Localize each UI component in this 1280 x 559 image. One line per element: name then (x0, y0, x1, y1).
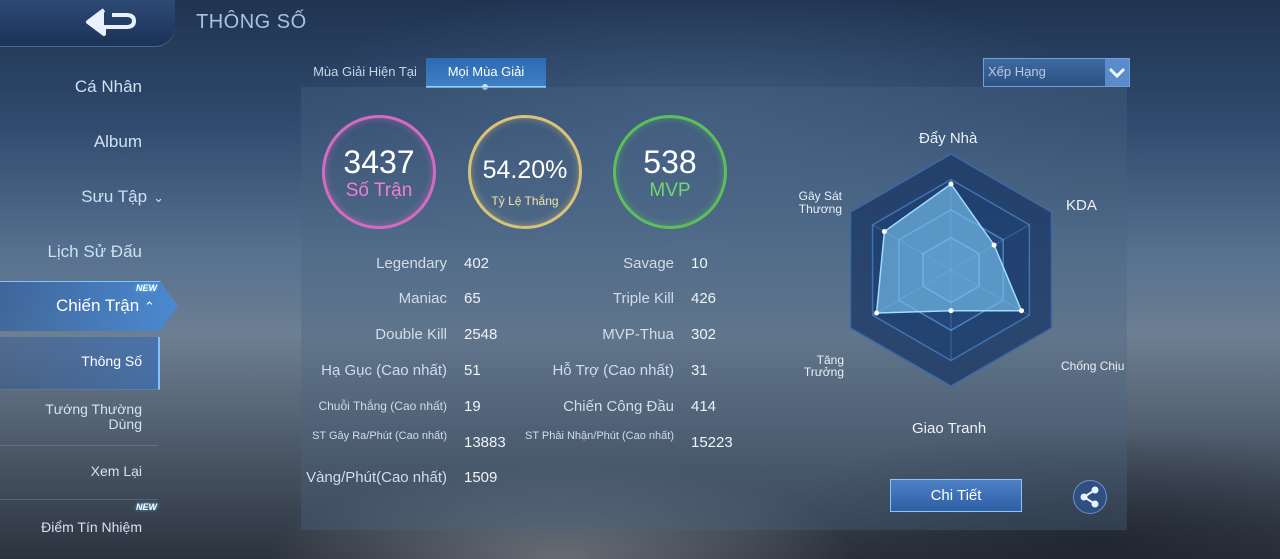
radar-point (1019, 308, 1024, 314)
stat-value: 15223 (691, 434, 733, 451)
subitem-label: Xem Lại (90, 463, 142, 479)
subitem-thong-so[interactable]: Thông Số (0, 337, 160, 390)
tab-moi-mua-giai[interactable]: Mọi Mùa Giải (426, 58, 546, 90)
stat-value: 31 (691, 362, 708, 379)
tab-label: Mọi Mùa Giải (447, 64, 525, 79)
page-title: THÔNG SỐ (196, 11, 307, 33)
stat-value: 10 (691, 255, 708, 272)
stat-label: Double Kill (375, 326, 447, 343)
stat-label: Maniac (398, 290, 447, 307)
radar-chart (849, 153, 1053, 387)
mvp-value: 538 (643, 144, 697, 180)
chevron-down-icon: ⌄ (153, 190, 164, 205)
subitem-label: Điểm Tín Nhiệm (41, 519, 142, 535)
winrate-value: 54.20% (482, 156, 568, 184)
mode-select-value: Xếp Hạng (988, 64, 1046, 79)
radar-axis-label: Tăng Trưởng (803, 353, 844, 379)
stat-value: 51 (464, 362, 481, 379)
subitem-tuong-thuong-dung[interactable]: Tướng Thường Dùng (0, 390, 158, 446)
share-icon (1080, 486, 1099, 508)
sidebar-item-label: Cá Nhân (74, 77, 142, 96)
radar-point (948, 308, 954, 314)
share-button[interactable] (1073, 480, 1107, 514)
stat-value: 1509 (464, 469, 498, 486)
subitem-label: Thông Số (81, 353, 142, 369)
matches-value: 3437 (343, 144, 415, 180)
new-badge: NEW (136, 502, 157, 512)
tab-indicator (482, 84, 488, 90)
stat-label: MVP-Thua (602, 326, 674, 343)
sidebar-item-label: Lịch Sử Đấu (47, 242, 142, 261)
tab-label: Mùa Giải Hiện Tại (313, 64, 417, 79)
sidebar-item-ca-nhan[interactable]: Cá Nhân (0, 77, 142, 97)
sidebar-item-label: Chiến Trận ⌃ (56, 296, 155, 315)
stat-value: 2548 (464, 326, 498, 343)
subitem-label: Tướng Thường Dùng (45, 401, 142, 432)
radar-axis-label: Gây Sát Thương (798, 189, 842, 216)
sidebar-item-label: Sưu Tập (81, 187, 148, 206)
matches-circle: 3437 Số Trận (322, 115, 436, 229)
back-button[interactable] (0, 0, 175, 46)
tab-mua-giai-hien-tai[interactable]: Mùa Giải Hiện Tại (305, 58, 425, 86)
sidebar-item-suu-tap[interactable]: Sưu Tập ⌄ (0, 187, 164, 207)
subitem-xem-lai[interactable]: Xem Lại (0, 446, 158, 500)
stat-label: Vàng/Phút(Cao nhất) (306, 469, 447, 486)
sidebar: Cá Nhân Album Sưu Tập ⌄ Lịch Sử Đấu (0, 46, 172, 559)
winrate-label: Tỷ Lệ Thắng (491, 194, 559, 208)
matches-label: Số Trận (345, 180, 413, 201)
stat-label: Hạ Gục (Cao nhất) (321, 362, 447, 379)
radar-axis-label: KDA (1066, 197, 1097, 214)
mode-select[interactable]: Xếp Hạng (983, 58, 1130, 87)
radar-point (948, 181, 954, 187)
stat-label: Chuỗi Thắng (Cao nhất) (318, 399, 447, 413)
subitem-diem-tin-nhiem[interactable]: Điểm Tín Nhiệm (0, 500, 158, 559)
radar-axis-label: Chống Chịu (1061, 359, 1125, 373)
stat-value: 13883 (464, 434, 506, 451)
sidebar-item-label: Album (93, 132, 142, 151)
stat-value: 426 (691, 290, 717, 307)
stat-value: 65 (464, 290, 481, 307)
radar-axis-label: Giao Tranh (912, 420, 987, 437)
stat-label: Chiến Công Đầu (563, 398, 674, 415)
radar-axis-label: Đẩy Nhà (919, 130, 978, 147)
stat-label: ST Gây Ra/Phút (Cao nhất) (312, 430, 447, 442)
mvp-label: MVP (649, 180, 691, 201)
new-badge: NEW (136, 283, 157, 293)
winrate-circle: 54.20% Tỷ Lệ Thắng (468, 115, 582, 229)
stat-label: Triple Kill (612, 290, 674, 307)
stat-label: Legendary (376, 255, 447, 272)
stat-value: 414 (691, 398, 717, 415)
chevron-up-icon: ⌃ (143, 299, 155, 314)
stat-value: 19 (464, 398, 481, 415)
back-arrow-icon (86, 8, 136, 36)
stat-label: ST Phải Nhận/Phút (Cao nhất) (525, 430, 674, 442)
radar-point (991, 242, 997, 248)
stat-label: Hỗ Trợ (Cao nhất) (552, 362, 674, 379)
stat-value: 402 (464, 255, 490, 272)
top-bar: THÔNG SỐ (0, 0, 1280, 46)
sidebar-item-album[interactable]: Album (0, 132, 142, 152)
sidebar-item-chien-tran[interactable]: Chiến Trận ⌃ (0, 281, 178, 331)
stat-value: 302 (691, 326, 717, 343)
chevron-down-icon (1105, 59, 1129, 86)
mvp-circle: 538 MVP (613, 115, 727, 229)
radar-point (874, 310, 880, 316)
stat-label: Savage (623, 255, 674, 272)
detail-button-label: Chi Tiết (930, 487, 982, 504)
sidebar-item-lich-su-dau[interactable]: Lịch Sử Đấu (0, 242, 142, 262)
detail-button[interactable]: Chi Tiết (890, 479, 1022, 512)
radar-point (881, 229, 887, 234)
